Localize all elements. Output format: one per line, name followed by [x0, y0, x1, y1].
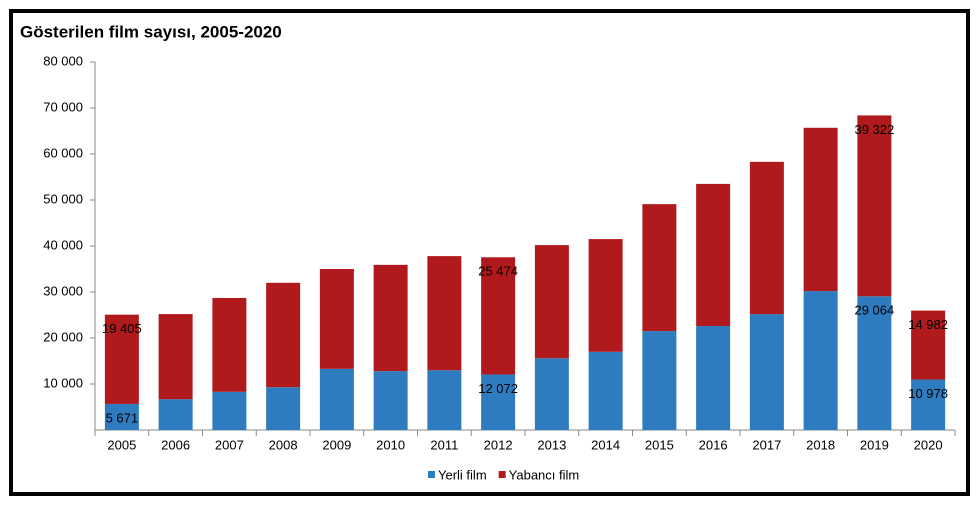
x-tick-label: 2017 [752, 437, 781, 452]
x-tick-label: 2011 [430, 437, 458, 452]
x-tick-label: 2008 [269, 437, 298, 452]
x-tick-label: 2018 [806, 437, 835, 452]
y-tick-label: 50 000 [43, 191, 83, 206]
x-tick-label: 2010 [376, 437, 405, 452]
value-label: 5 671 [106, 410, 139, 425]
x-tick-label: 2020 [914, 437, 943, 452]
legend-swatch [428, 471, 435, 478]
bar-segment [319, 368, 354, 430]
bar-segment [427, 370, 462, 430]
y-tick-label: 70 000 [43, 99, 83, 114]
bar-segment [534, 245, 569, 359]
bar-segment [266, 282, 301, 388]
bar-segment [481, 257, 516, 375]
legend-label: Yabancı film [509, 467, 580, 482]
bar-segment [534, 358, 569, 430]
value-label: 12 072 [478, 381, 518, 396]
y-tick-label: 20 000 [43, 329, 83, 344]
value-label: 39 322 [854, 122, 894, 137]
bar-segment [911, 379, 946, 430]
bar-segment [104, 403, 139, 430]
bar-segment [803, 291, 838, 430]
x-tick-label: 2019 [860, 437, 889, 452]
bar-segment [373, 264, 408, 372]
bar-segment [696, 183, 731, 327]
bar-segment [588, 239, 623, 352]
y-tick-label: 80 000 [43, 53, 83, 68]
bar-segment [212, 391, 247, 430]
value-label: 29 064 [854, 303, 894, 318]
y-tick-label: 10 000 [43, 375, 83, 390]
y-tick-label: 30 000 [43, 283, 83, 298]
value-label: 14 982 [908, 317, 948, 332]
bar-segment [642, 331, 677, 430]
value-label: 19 405 [102, 321, 142, 336]
x-tick-label: 2006 [161, 437, 190, 452]
bar-segment [427, 256, 462, 371]
y-tick-label: 60 000 [43, 145, 83, 160]
x-tick-label: 2014 [591, 437, 620, 452]
x-tick-label: 2009 [322, 437, 351, 452]
x-tick-label: 2012 [484, 437, 513, 452]
bar-segment [266, 387, 301, 430]
legend-swatch [498, 471, 506, 478]
bar-segment [104, 314, 139, 404]
bar-segment [857, 296, 892, 430]
bar-segment [911, 310, 946, 380]
bar-segment [212, 297, 247, 392]
y-tick-label: 40 000 [43, 237, 83, 252]
bar-segment [158, 399, 193, 430]
chart-title: Gösterilen film sayısı, 2005-2020 [20, 22, 282, 41]
bar-segment [319, 269, 354, 369]
bar-segment [696, 326, 731, 430]
bar-segment [158, 314, 193, 400]
bar-segment [373, 371, 408, 430]
bar-segment [857, 115, 892, 297]
x-tick-label: 2007 [215, 437, 244, 452]
x-tick-label: 2016 [699, 437, 728, 452]
bar-segment [803, 127, 838, 292]
bar-segment [481, 374, 516, 430]
legend-label: Yerli film [438, 467, 487, 482]
bar-segment [588, 351, 623, 430]
value-label: 25 474 [478, 264, 518, 279]
x-tick-label: 2005 [107, 437, 136, 452]
x-tick-label: 2015 [645, 437, 674, 452]
bar-segment [642, 204, 677, 332]
bar-segment [749, 314, 784, 430]
bar-segment [749, 161, 784, 315]
value-label: 10 978 [908, 386, 948, 401]
x-tick-label: 2013 [537, 437, 566, 452]
